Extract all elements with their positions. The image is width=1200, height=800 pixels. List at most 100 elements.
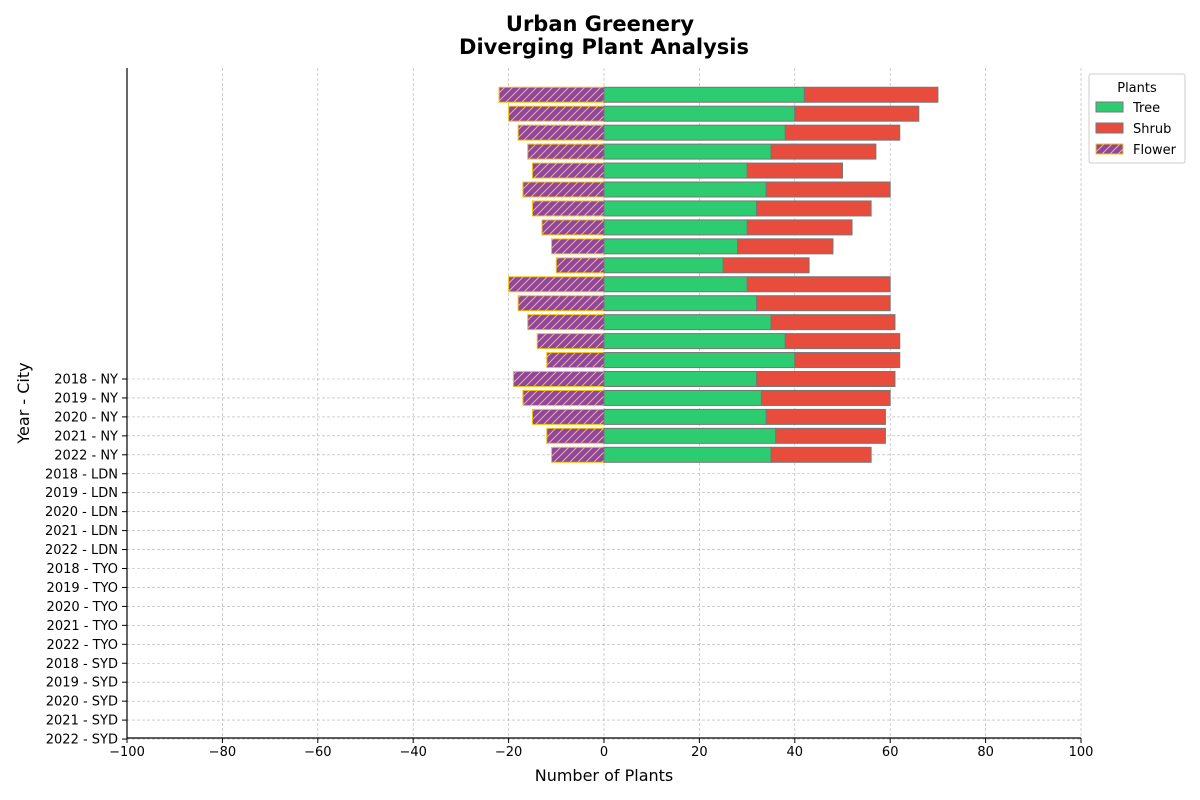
bar-flower bbox=[522, 181, 605, 198]
bar-shrub bbox=[770, 143, 877, 160]
bar-shrub bbox=[756, 295, 891, 312]
bar-flower bbox=[536, 333, 605, 350]
y-tick-label: 2022 - SYD bbox=[46, 733, 118, 748]
bar-shrub bbox=[794, 105, 920, 122]
y-tick-label: 2020 - TYO bbox=[47, 600, 118, 615]
legend-swatch-shrub bbox=[1095, 122, 1124, 134]
bar-flower bbox=[517, 295, 605, 312]
legend-title: Plants bbox=[1117, 81, 1157, 96]
bar-flower bbox=[527, 314, 605, 331]
bar-tree bbox=[603, 86, 805, 103]
bar-tree bbox=[603, 276, 748, 293]
bar-shrub bbox=[722, 257, 810, 274]
bar-flower bbox=[517, 124, 605, 141]
bar-flower bbox=[546, 427, 605, 444]
bar-shrub bbox=[737, 238, 834, 255]
bar-flower bbox=[555, 257, 605, 274]
bar-tree bbox=[603, 446, 772, 463]
legend-swatch-tree bbox=[1095, 101, 1124, 113]
y-tick-label: 2020 - NY bbox=[54, 410, 118, 425]
y-tick-labels: 2018 - NY 2019 - NY 2020 - NY 2021 - NY 2022… bbox=[45, 373, 118, 748]
x-tick-label: −60 bbox=[304, 745, 331, 760]
legend-swatch-flower bbox=[1095, 143, 1124, 155]
bar-flower bbox=[551, 446, 605, 463]
y-tick-label: 2021 - LDN bbox=[45, 524, 118, 539]
chart-title-line2: Diverging Plant Analysis bbox=[459, 35, 749, 59]
y-tick-label: 2022 - LDN bbox=[45, 543, 118, 558]
y-tick-label: 2019 - SYD bbox=[46, 676, 118, 691]
bar-flower bbox=[498, 86, 605, 103]
legend-box bbox=[1088, 73, 1186, 164]
bar-tree bbox=[603, 219, 748, 236]
bar-flower bbox=[531, 200, 605, 217]
bar-tree bbox=[603, 124, 786, 141]
legend: Plants Tree Shrub Flower bbox=[1088, 73, 1186, 164]
y-tick-label: 2020 - LDN bbox=[45, 505, 118, 520]
x-tick-label: 0 bbox=[600, 745, 608, 760]
bar-tree bbox=[603, 371, 758, 387]
bar-shrub bbox=[784, 333, 901, 350]
bar-flower bbox=[512, 371, 605, 387]
bar-flower bbox=[508, 276, 605, 293]
y-tick-label: 2018 - SYD bbox=[46, 657, 118, 672]
x-tick-label: −80 bbox=[209, 745, 236, 760]
x-tick-label: 100 bbox=[1069, 745, 1094, 760]
y-tick-label: 2019 - TYO bbox=[47, 581, 118, 596]
bar-flower bbox=[531, 408, 605, 425]
bar-tree bbox=[603, 143, 772, 160]
legend-label-tree: Tree bbox=[1132, 101, 1160, 116]
bar-shrub bbox=[770, 446, 872, 463]
y-tick-label: 2018 - TYO bbox=[47, 562, 118, 577]
x-tick-label: −20 bbox=[495, 745, 522, 760]
bar-tree bbox=[603, 352, 796, 369]
bar-flower bbox=[508, 105, 605, 122]
y-tick-label: 2022 - TYO bbox=[47, 638, 118, 653]
y-tick-label: 2020 - SYD bbox=[46, 695, 118, 710]
bar-flower bbox=[527, 143, 605, 160]
bar-shrub bbox=[746, 276, 891, 293]
x-tick-label: 60 bbox=[882, 745, 899, 760]
y-tick-label: 2021 - NY bbox=[54, 429, 118, 444]
bar-shrub bbox=[784, 124, 901, 141]
bar-tree bbox=[603, 181, 767, 198]
bar-shrub bbox=[765, 408, 886, 425]
bar-tree bbox=[603, 238, 739, 255]
legend-label-shrub: Shrub bbox=[1133, 122, 1171, 137]
bar-tree bbox=[603, 389, 762, 406]
y-tick-label: 2018 - NY bbox=[54, 373, 118, 388]
bar-tree bbox=[603, 105, 796, 122]
bar-shrub bbox=[760, 389, 891, 406]
y-tick-label: 2022 - NY bbox=[54, 448, 118, 463]
axes bbox=[122, 68, 1082, 743]
bar-tree bbox=[603, 333, 786, 350]
bar-shrub bbox=[756, 200, 872, 217]
bar-tree bbox=[603, 162, 748, 179]
bar-flower bbox=[541, 219, 605, 236]
bar-shrub bbox=[770, 314, 896, 331]
x-tick-label: −40 bbox=[399, 745, 426, 760]
bar-shrub bbox=[803, 86, 939, 103]
chart-title-line1: Urban Greenery bbox=[506, 12, 695, 36]
bar-shrub bbox=[756, 371, 896, 387]
bar-flower bbox=[551, 238, 605, 255]
bar-shrub bbox=[746, 162, 843, 179]
bars bbox=[498, 86, 939, 463]
y-tick-label: 2019 - NY bbox=[54, 391, 118, 406]
bar-shrub bbox=[765, 181, 891, 198]
bar-flower bbox=[546, 352, 605, 369]
bar-tree bbox=[603, 257, 724, 274]
bar-tree bbox=[603, 295, 758, 312]
x-tick-label: −100 bbox=[109, 745, 145, 760]
x-axis-label: Number of Plants bbox=[535, 766, 674, 785]
y-tick-label: 2021 - TYO bbox=[47, 619, 118, 634]
bar-shrub bbox=[775, 427, 886, 444]
x-tick-labels: −100 −80 −60 −40 −20 0 20 40 60 80 100 bbox=[109, 745, 1093, 760]
legend-label-flower: Flower bbox=[1133, 143, 1177, 158]
bar-tree bbox=[603, 408, 767, 425]
bar-tree bbox=[603, 314, 772, 331]
y-tick-label: 2018 - LDN bbox=[45, 467, 118, 482]
y-tick-label: 2019 - LDN bbox=[45, 486, 118, 501]
bar-flower bbox=[531, 162, 605, 179]
bar-tree bbox=[603, 200, 758, 217]
bar-shrub bbox=[746, 219, 853, 236]
